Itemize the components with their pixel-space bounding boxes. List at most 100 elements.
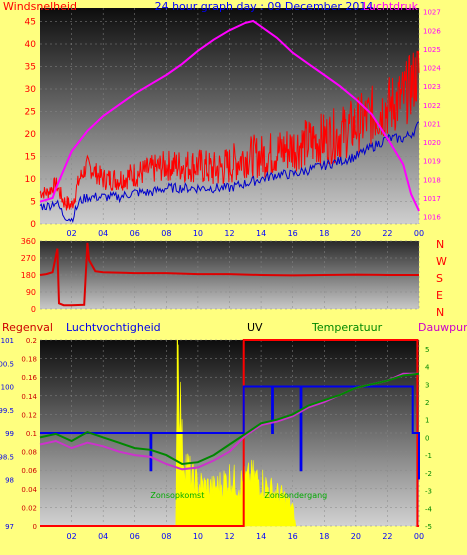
x-tick-label: 12 xyxy=(224,229,234,238)
x-tick-label: 10 xyxy=(193,532,203,541)
x-tick-label: 08 xyxy=(161,229,171,238)
pressure-tick-label: 1022 xyxy=(423,102,441,110)
pressure-tick-label: 1021 xyxy=(423,120,441,128)
x-tick-label: 00 xyxy=(414,532,424,541)
humidity-tick-label: 99.5 xyxy=(0,407,14,415)
average-wind-line xyxy=(39,121,420,224)
compass-labels: N W S E N xyxy=(436,238,447,319)
x-tick-label: 02 xyxy=(66,532,76,541)
direction-tick-label: 180 xyxy=(21,271,36,280)
x-tick-label: 22 xyxy=(382,229,392,238)
wind-speed-line xyxy=(39,50,420,211)
rain-tick-label: 0.16 xyxy=(21,374,37,382)
temperature-tick-label: -4 xyxy=(425,505,433,513)
wind-tick-label: 10 xyxy=(25,175,37,185)
humidity-tick-label: 99 xyxy=(5,430,14,438)
rain-line xyxy=(40,339,419,527)
wind-tick-label: 30 xyxy=(25,85,37,95)
compass-label: E xyxy=(436,289,443,302)
temperature-tick-label: 3 xyxy=(425,381,429,389)
x-tick-label: 14 xyxy=(256,532,266,541)
x-tick-label: 10 xyxy=(193,229,203,238)
legend-rain: Regenval xyxy=(2,321,53,334)
temperature-line xyxy=(39,372,420,466)
x-tick-label: 22 xyxy=(382,532,392,541)
wind-tick-label: 20 xyxy=(25,130,37,140)
legend-uv: UV xyxy=(247,321,263,334)
wind-tick-label: 40 xyxy=(25,40,37,50)
temperature-tick-label: -2 xyxy=(425,470,432,478)
compass-label: N xyxy=(436,306,444,319)
direction-tick-label: 90 xyxy=(26,288,36,297)
pressure-tick-label: 1026 xyxy=(423,27,441,35)
rain-tick-label: 0.14 xyxy=(21,393,37,401)
humidity-tick-label: 98 xyxy=(5,477,14,485)
temperature-tick-label: 5 xyxy=(425,346,429,354)
x-tick-label: 18 xyxy=(319,532,329,541)
x-tick-label: 12 xyxy=(224,532,234,541)
temperature-tick-label: 2 xyxy=(425,399,429,407)
temperature-tick-label: 4 xyxy=(425,364,430,372)
rain-tick-label: 0.02 xyxy=(21,504,37,512)
humidity-tick-label: 100 xyxy=(1,384,14,392)
compass-label: W xyxy=(436,255,447,268)
x-tick-label: 04 xyxy=(98,532,108,541)
temperature-tick-label: 0 xyxy=(425,434,429,442)
compass-label: S xyxy=(436,272,443,285)
x-tick-label: 06 xyxy=(130,229,140,238)
rain-tick-label: 0.06 xyxy=(21,467,37,475)
wind-tick-label: 5 xyxy=(30,198,36,208)
uv-area xyxy=(175,344,297,527)
x-tick-label: 04 xyxy=(98,229,108,238)
pressure-tick-label: 1023 xyxy=(423,83,441,91)
humidity-tick-label: 100.5 xyxy=(0,360,14,368)
x-tick-label: 18 xyxy=(319,229,329,238)
x-tick-label: 20 xyxy=(351,229,361,238)
pressure-tick-label: 1017 xyxy=(423,195,441,203)
wind-tick-label: 45 xyxy=(25,18,36,28)
legend-humidity: Luchtvochtigheid xyxy=(66,321,161,334)
bottom-legend: Regenval Luchtvochtigheid UV Temperatuur… xyxy=(2,321,467,334)
temperature-tick-label: -5 xyxy=(425,523,432,531)
pressure-tick-label: 1016 xyxy=(423,214,441,222)
pressure-tick-label: 1024 xyxy=(423,65,441,73)
x-tick-label: 20 xyxy=(351,532,361,541)
x-tick-label: 06 xyxy=(130,532,140,541)
humidity-line xyxy=(40,385,420,480)
wind-tick-label: 15 xyxy=(25,153,36,163)
direction-tick-label: 360 xyxy=(21,237,36,246)
rain-tick-label: 0.2 xyxy=(26,337,37,345)
pressure-line xyxy=(39,19,420,212)
x-tick-label: 08 xyxy=(161,532,171,541)
sunrise-label: Zonsopkomst xyxy=(150,491,204,500)
humidity-tick-label: 97 xyxy=(5,523,14,531)
humidity-tick-label: 98.5 xyxy=(0,453,14,461)
pressure-tick-label: 1027 xyxy=(423,9,441,17)
direction-tick-label: 0 xyxy=(31,305,36,314)
rain-tick-label: 0.1 xyxy=(26,430,37,438)
compass-label: N xyxy=(436,238,444,251)
pressure-tick-label: 1020 xyxy=(423,139,441,147)
pressure-axis-label: Luchtdruk xyxy=(363,0,419,13)
x-tick-label: 16 xyxy=(288,229,298,238)
sunset-label: Zonsondergang xyxy=(264,491,327,500)
rain-tick-label: 0 xyxy=(33,523,37,531)
legend-dewpoint: Dauwpunt xyxy=(418,321,467,334)
rain-tick-label: 0.04 xyxy=(21,486,37,494)
x-tick-label: 16 xyxy=(288,532,298,541)
legend-temperature: Temperatuur xyxy=(311,321,383,334)
wind-tick-label: 25 xyxy=(25,108,36,118)
direction-tick-label: 270 xyxy=(21,254,36,263)
rain-tick-label: 0.08 xyxy=(21,449,37,457)
x-tick-label: 14 xyxy=(256,229,266,238)
wind-speed-axis-label: Windsnelheid xyxy=(3,0,77,13)
x-tick-label: 02 xyxy=(66,229,76,238)
chart-title: 24 hour graph day : 09 December 2014 xyxy=(155,0,374,13)
pressure-tick-label: 1018 xyxy=(423,176,441,184)
rain-tick-label: 0.12 xyxy=(21,411,37,419)
temperature-tick-label: 1 xyxy=(425,417,429,425)
chart-marks: 0510152025303540451016101710181019102010… xyxy=(0,8,441,541)
humidity-tick-label: 101 xyxy=(1,337,14,345)
temperature-tick-label: -3 xyxy=(425,488,432,496)
